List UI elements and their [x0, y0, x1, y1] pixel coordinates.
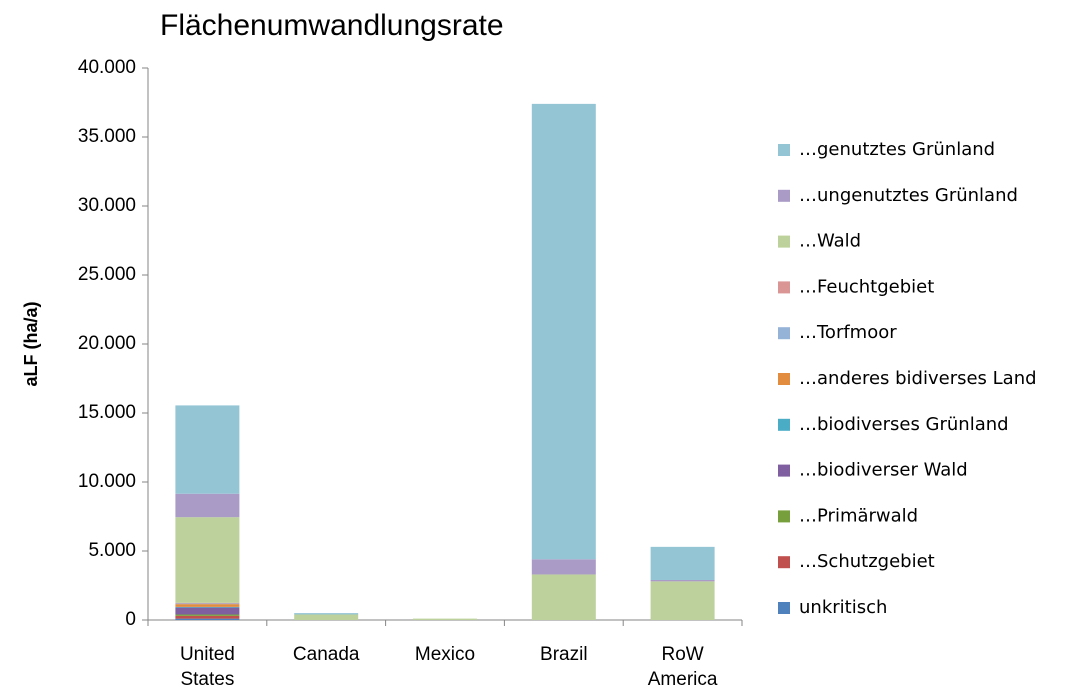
bar-segment: [175, 517, 240, 603]
legend-swatch: [778, 556, 790, 569]
y-tick-label: 30.000: [78, 195, 136, 216]
legend-swatch: [778, 373, 790, 385]
legend-label: …Primärwald: [799, 505, 918, 526]
y-tick-label: 40.000: [78, 57, 136, 78]
bar-segment: [294, 614, 359, 620]
legend-label: …genutztes Grünland: [799, 139, 995, 160]
chart-title: Flächenumwandlungsrate: [160, 9, 504, 42]
legend-swatch: [778, 144, 790, 156]
bar-segment: [175, 603, 240, 605]
bar-segment: [175, 618, 240, 620]
bar-segment: [650, 581, 715, 620]
bar-segment: [531, 574, 596, 620]
bar-segment: [531, 103, 596, 560]
legend-label: …Schutzgebiet: [799, 551, 935, 572]
x-tick-label: Mexico: [415, 644, 475, 665]
x-tick-label: Canada: [293, 644, 360, 665]
x-tick-label: RoW America: [648, 644, 718, 690]
legend-label: …anderes bidiverses Land: [799, 368, 1037, 389]
legend-label: …Wald: [799, 231, 861, 252]
legend-label: …Feuchtgebiet: [799, 276, 934, 297]
legend-label: …ungenutztes Grünland: [799, 185, 1018, 206]
legend-swatch: [778, 418, 790, 431]
y-tick-label: 25.000: [78, 264, 136, 285]
y-tick-label: 0: [125, 609, 136, 630]
bar-segment: [650, 546, 715, 580]
y-tick-label: 15.000: [78, 402, 136, 423]
bar-segment: [175, 615, 240, 619]
legend-swatch: [778, 189, 790, 202]
x-tick-label: Brazil: [540, 644, 588, 665]
legend-swatch: [778, 281, 790, 294]
bar-segment: [650, 579, 715, 582]
bar-segment: [175, 405, 240, 494]
legend-label: …biodiverses Grünland: [799, 414, 1009, 435]
legend-label: …Torfmoor: [799, 322, 897, 343]
legend-swatch: [778, 602, 790, 614]
legend-swatch: [778, 235, 790, 248]
bar-segment: [413, 618, 477, 620]
legend-label: …biodiverser Wald: [799, 460, 968, 481]
y-tick-label: 10.000: [78, 471, 136, 492]
bar-segment: [175, 607, 240, 615]
bar-segment: [175, 493, 240, 518]
bar-segment: [531, 559, 596, 575]
bar-segment: [294, 613, 359, 615]
y-tick-label: 35.000: [78, 126, 136, 147]
bar-segment: [175, 606, 240, 608]
bar-segment: [175, 602, 240, 604]
y-tick-label: 20.000: [78, 333, 136, 354]
legend-swatch: [778, 464, 790, 477]
y-axis-label: aLF (ha/a): [21, 301, 41, 386]
y-tick-label: 5.000: [88, 540, 136, 561]
legend-label: unkritisch: [799, 597, 887, 618]
bar-segment: [175, 604, 240, 607]
x-tick-label: United States: [180, 644, 235, 690]
legend-swatch: [778, 510, 790, 523]
bar-segment: [175, 614, 240, 616]
legend-swatch: [778, 327, 790, 340]
